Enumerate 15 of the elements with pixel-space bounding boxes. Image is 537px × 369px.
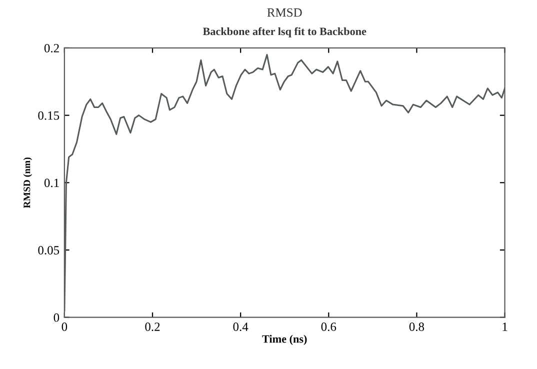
y-tick-label: 0: [54, 313, 60, 322]
x-axis-title: Time (ns): [262, 334, 307, 345]
x-tick-label: 0.8: [409, 322, 424, 332]
chart-title: RMSD: [267, 8, 302, 17]
y-tick-label: 0.1: [44, 178, 59, 188]
x-tick-label: 0.4: [233, 322, 248, 332]
chart-subtitle: Backbone after lsq fit to Backbone: [202, 27, 366, 38]
x-tick-label: 0.6: [321, 322, 336, 332]
x-tick-label: 1: [502, 322, 508, 331]
y-axis-title: RMSD (nm): [23, 158, 32, 208]
y-tick-label: 0.15: [38, 111, 60, 120]
y-tick-label: 0.05: [38, 246, 60, 255]
y-tick-label: 0.2: [44, 44, 59, 52]
x-tick-label: 0: [62, 322, 68, 331]
x-tick-label: 0.2: [145, 322, 160, 332]
